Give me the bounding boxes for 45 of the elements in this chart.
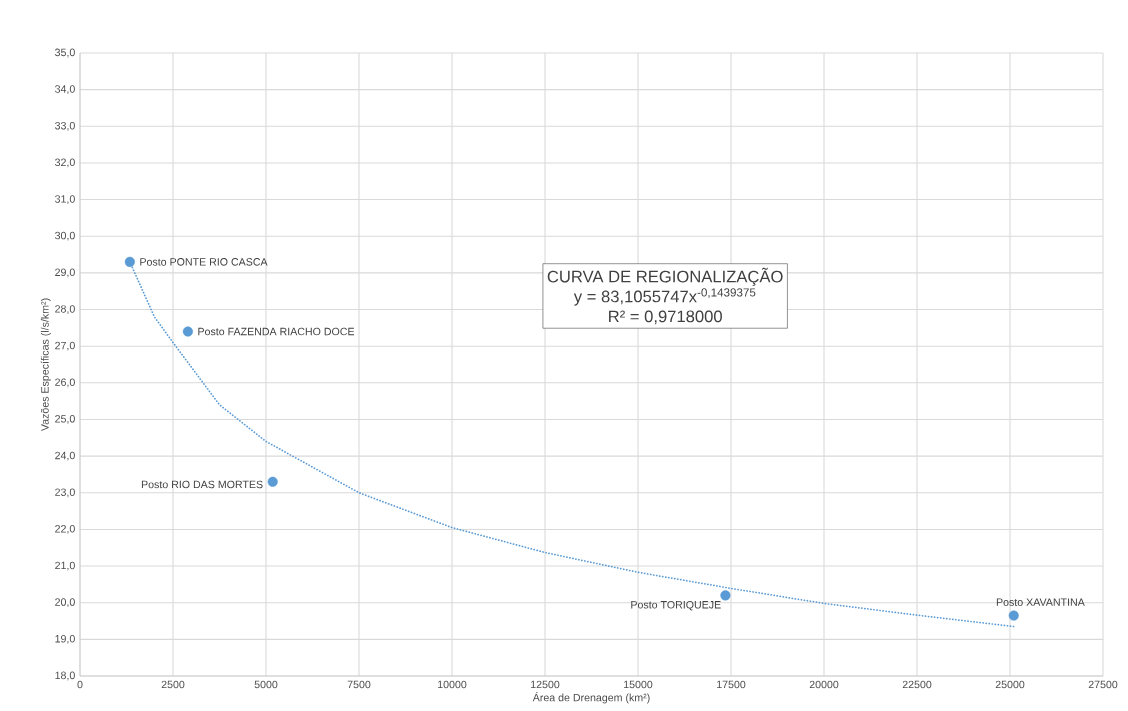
y-tick-label: 32,0	[55, 158, 75, 168]
x-tick-label: 0	[77, 680, 83, 689]
point	[720, 590, 731, 601]
x-tick-label: 7500	[347, 680, 371, 689]
x-tick-label: 17500	[717, 680, 746, 689]
x-tick-label: 5000	[254, 680, 278, 689]
y-tick-label: 33,0	[55, 121, 75, 131]
y-tick-label: 27,0	[55, 341, 75, 351]
y-tick-label: 20,0	[55, 598, 75, 608]
y-tick-label: 35,0	[55, 48, 75, 58]
annotation: Posto RIO DAS MORTES	[141, 480, 263, 489]
y-tick-label: 19,0	[55, 634, 75, 644]
y-tick-label: 34,0	[55, 85, 75, 95]
x-tick-label: 27500	[1088, 680, 1118, 689]
x-tick-label: 15000	[624, 680, 653, 689]
y-tick-label: 30,0	[55, 231, 75, 241]
y-tick-label: 29,0	[55, 268, 75, 278]
annotation: Posto FAZENDA RIACHO DOCE	[198, 327, 355, 336]
x-tick-label: 10000	[438, 680, 467, 689]
x-tick-label: 12500	[531, 680, 560, 689]
point	[1008, 610, 1019, 621]
y-tick-label: 28,0	[55, 305, 75, 314]
point	[182, 326, 193, 337]
y-tick-label: 31,0	[55, 195, 75, 204]
y-tick-label: 25,0	[55, 415, 75, 424]
x-axis-title: Área de Drenagem (km²)	[532, 692, 650, 704]
y-tick-label: 18,0	[55, 671, 75, 681]
annotation: y = 83,1055747x$^{-0,1439375}$	[573, 288, 756, 306]
y-tick-label: 22,0	[55, 525, 75, 534]
annotation: Posto XAVANTINA	[996, 598, 1085, 606]
y-tick-label: 24,0	[55, 451, 75, 461]
annotation: Posto TORIQUEJE	[631, 600, 721, 611]
x-tick-label: 22500	[902, 680, 932, 689]
x-tick-label: 2500	[161, 680, 185, 689]
point	[267, 476, 278, 487]
point	[124, 256, 135, 267]
y-axis-title: Vazões Específicas (l/s/km²)	[40, 298, 51, 432]
annotation: R² = 0,9718000	[609, 310, 722, 325]
annotation: CURVA DE REGIONALIZAÇÃO	[547, 267, 783, 286]
x-tick-label: 25000	[995, 680, 1025, 689]
y-tick-label: 21,0	[55, 561, 75, 571]
y-tick-label: 23,0	[55, 488, 75, 498]
annotation: Posto PONTE RIO CASCA	[140, 258, 268, 266]
y-tick-label: 26,0	[55, 378, 75, 388]
x-tick-label: 20000	[809, 680, 839, 689]
